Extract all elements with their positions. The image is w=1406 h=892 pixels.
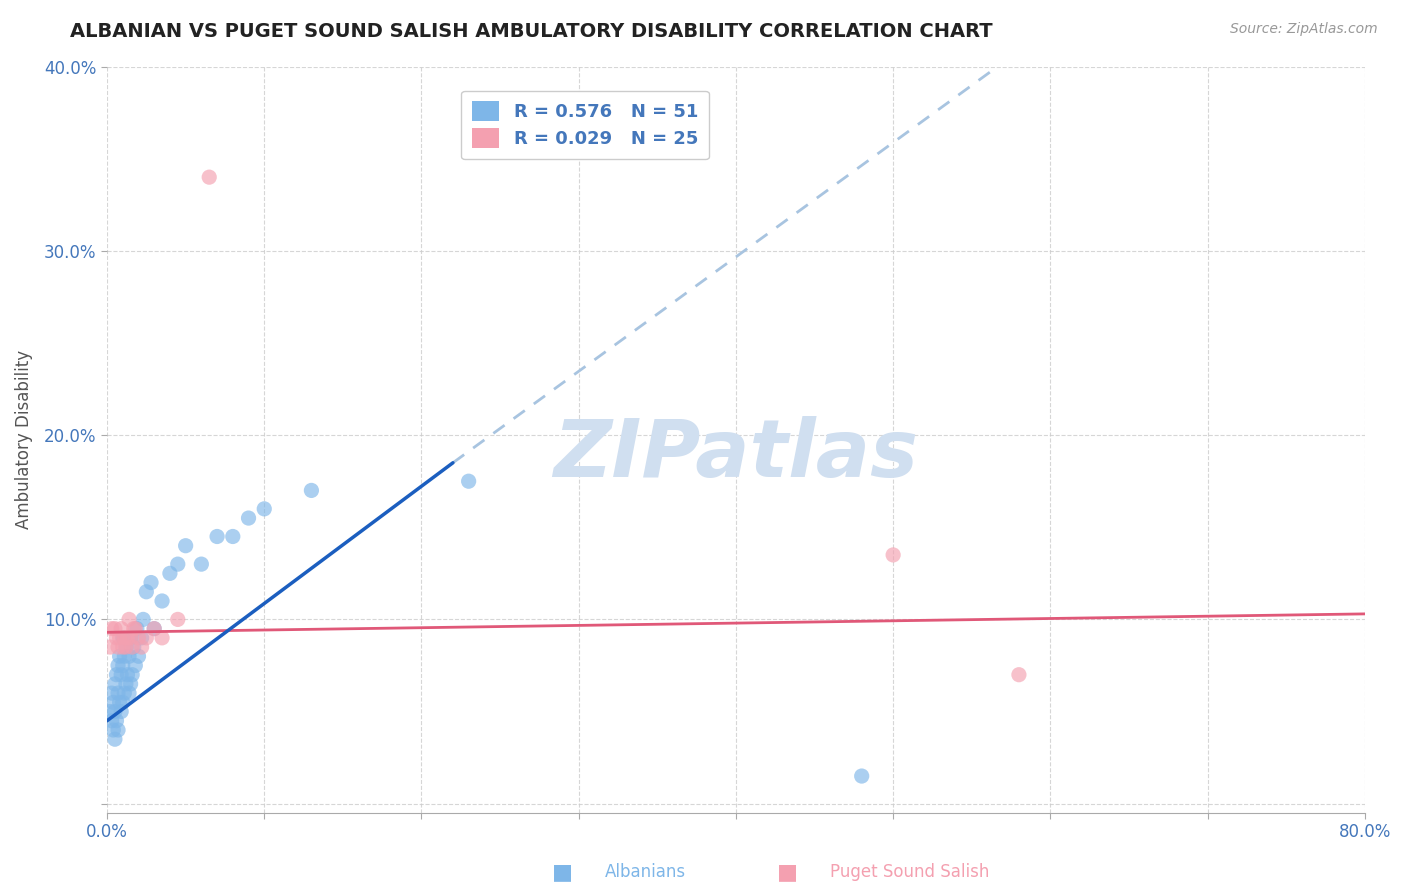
Point	[122, 622, 145, 636]
Point	[150, 631, 173, 645]
Point	[111, 658, 134, 673]
Point	[110, 622, 132, 636]
Point	[122, 640, 145, 654]
Point	[166, 612, 188, 626]
Point	[103, 695, 125, 709]
Point	[174, 539, 197, 553]
Point	[107, 658, 129, 673]
Point	[115, 640, 138, 654]
Point	[124, 622, 146, 636]
Point	[127, 649, 149, 664]
Point	[131, 640, 153, 654]
Text: ALBANIAN VS PUGET SOUND SALISH AMBULATORY DISABILITY CORRELATION CHART: ALBANIAN VS PUGET SOUND SALISH AMBULATOR…	[70, 22, 993, 41]
Point	[205, 529, 228, 543]
Point	[166, 557, 188, 571]
Point	[105, 631, 128, 645]
Point	[143, 622, 166, 636]
Point	[107, 723, 129, 737]
Text: ZIPatlas: ZIPatlas	[554, 416, 918, 493]
Point	[127, 631, 149, 645]
Point	[112, 649, 135, 664]
Point	[159, 566, 181, 581]
Point	[117, 631, 139, 645]
Point	[104, 677, 127, 691]
Point	[104, 732, 127, 747]
Point	[253, 501, 276, 516]
Point	[110, 705, 132, 719]
Point	[132, 612, 155, 626]
Point	[104, 705, 127, 719]
Point	[1008, 667, 1031, 681]
Point	[118, 649, 141, 664]
Point	[98, 705, 121, 719]
Point	[105, 714, 128, 728]
Point	[111, 631, 134, 645]
Point	[115, 640, 138, 654]
Point	[120, 631, 142, 645]
Point	[115, 677, 138, 691]
Point	[120, 677, 142, 691]
Point	[882, 548, 904, 562]
Point	[100, 714, 122, 728]
Point	[117, 667, 139, 681]
Point	[120, 631, 142, 645]
Point	[121, 640, 143, 654]
Point	[100, 686, 122, 700]
Point	[222, 529, 245, 543]
Point	[110, 667, 132, 681]
Point	[143, 622, 166, 636]
Point	[135, 584, 157, 599]
Point	[111, 640, 134, 654]
Point	[105, 667, 128, 681]
Point	[100, 622, 122, 636]
Point	[124, 658, 146, 673]
Point	[150, 594, 173, 608]
Point	[108, 695, 131, 709]
Point	[108, 631, 131, 645]
Point	[299, 483, 322, 498]
Point	[131, 631, 153, 645]
Y-axis label: Ambulatory Disability: Ambulatory Disability	[15, 351, 32, 529]
Point	[118, 612, 141, 626]
Point	[118, 686, 141, 700]
Text: ■: ■	[778, 863, 797, 882]
Point	[98, 640, 121, 654]
Point	[108, 649, 131, 664]
Point	[107, 686, 129, 700]
Legend: R = 0.576   N = 51, R = 0.029   N = 25: R = 0.576 N = 51, R = 0.029 N = 25	[461, 91, 709, 159]
Point	[457, 474, 479, 488]
Point	[139, 575, 162, 590]
Point	[107, 640, 129, 654]
Point	[112, 686, 135, 700]
Text: Source: ZipAtlas.com: Source: ZipAtlas.com	[1230, 22, 1378, 37]
Point	[121, 667, 143, 681]
Point	[112, 631, 135, 645]
Point	[111, 695, 134, 709]
Point	[104, 622, 127, 636]
Point	[851, 769, 873, 783]
Point	[198, 170, 221, 185]
Text: ■: ■	[553, 863, 572, 882]
Point	[103, 723, 125, 737]
Text: Albanians: Albanians	[605, 863, 686, 881]
Point	[125, 622, 148, 636]
Text: Puget Sound Salish: Puget Sound Salish	[830, 863, 988, 881]
Point	[135, 631, 157, 645]
Point	[190, 557, 212, 571]
Point	[238, 511, 260, 525]
